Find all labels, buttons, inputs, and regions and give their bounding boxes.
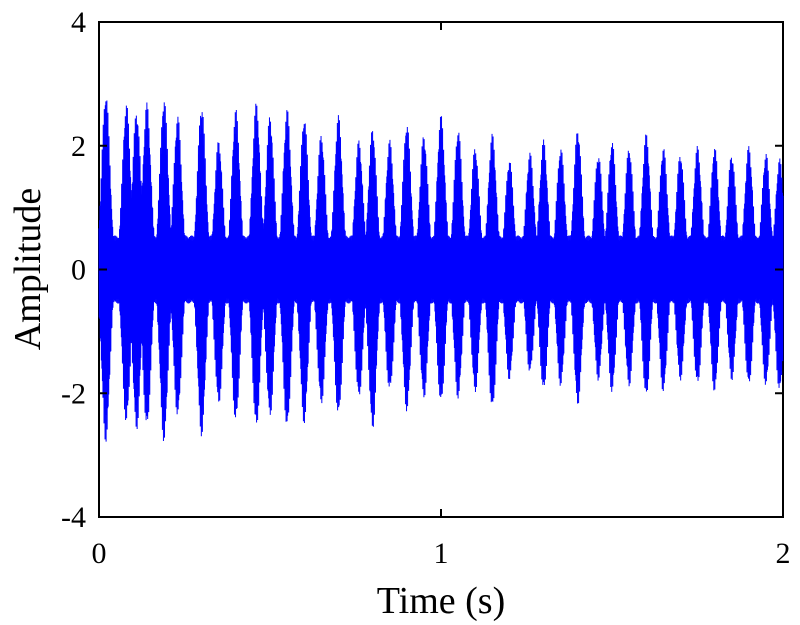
y-tick-label: 4 [71, 6, 86, 39]
x-tick-label: 0 [92, 537, 107, 570]
y-tick-label: -4 [61, 501, 86, 534]
signal-series-line [98, 100, 784, 442]
y-tick-label: 2 [71, 130, 86, 163]
y-tick-label: 0 [71, 254, 86, 287]
x-axis-ticks: 0 1 2 [92, 22, 791, 570]
x-tick-label: 1 [434, 537, 449, 570]
y-axis-label: Amplitude [7, 188, 49, 351]
y-tick-label: -2 [61, 377, 86, 410]
y-axis-ticks: -4 -2 0 2 4 [61, 6, 783, 534]
x-axis-label: Time (s) [377, 580, 505, 622]
x-tick-label: 2 [776, 537, 791, 570]
